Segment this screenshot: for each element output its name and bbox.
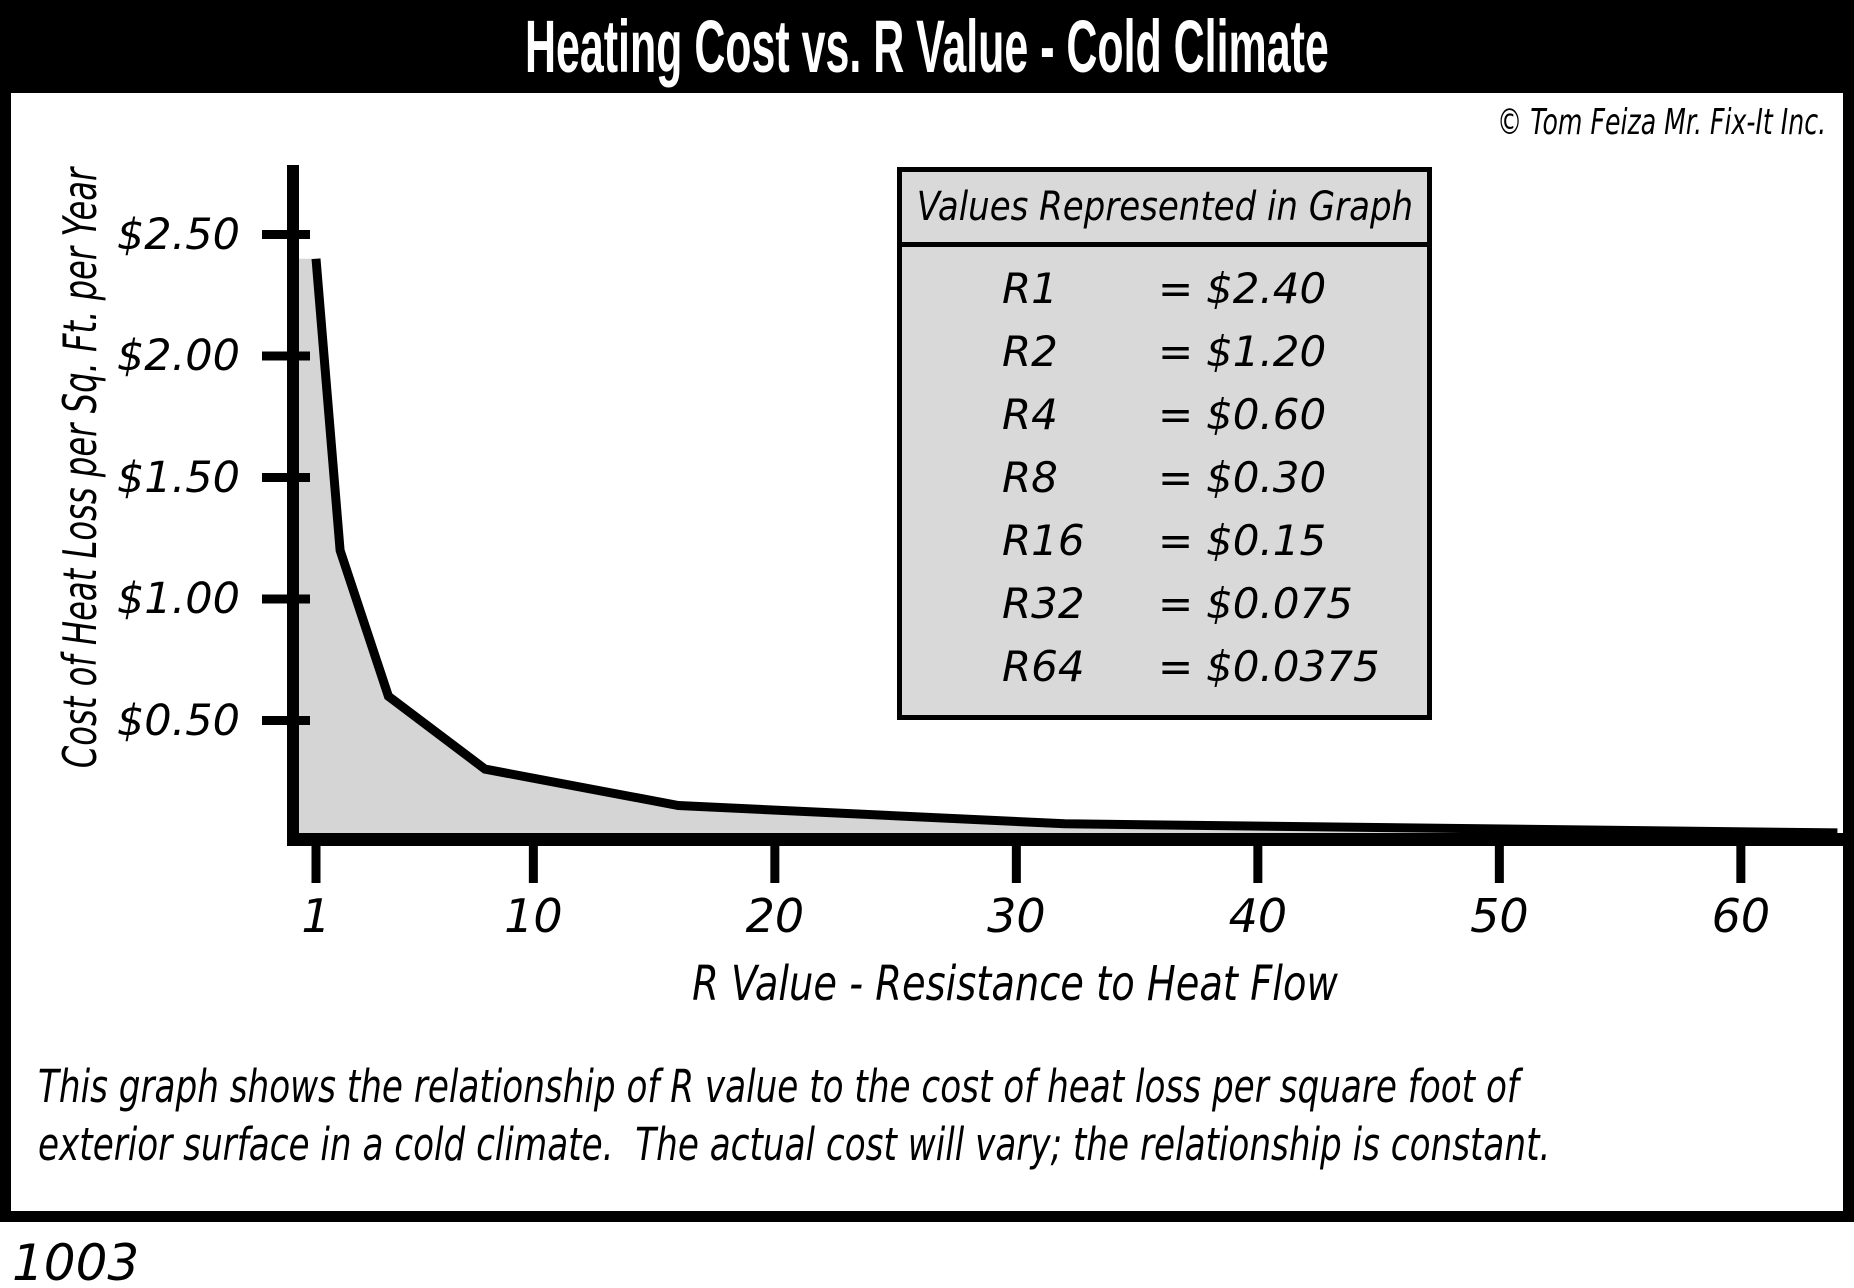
legend-value: $0.15 [1206, 516, 1327, 565]
legend-r-label: R1 [1002, 264, 1058, 313]
legend-row: R8 = $0.30 [902, 446, 1427, 509]
y-tick-label: $2.50 [116, 209, 240, 260]
legend-equals: = [1158, 264, 1194, 313]
x-tick-mark [1736, 846, 1746, 883]
legend-equals: = [1158, 516, 1194, 565]
figure-number: 1003 [12, 1234, 140, 1288]
x-tick-label: 30 [987, 889, 1046, 943]
y-tick-label: $2.00 [116, 331, 240, 381]
x-tick-mark [770, 846, 780, 883]
legend-r-label: R8 [1002, 453, 1058, 502]
y-tick-mark [262, 716, 310, 725]
legend-r-label: R4 [1002, 390, 1058, 439]
y-tick-mark [262, 230, 310, 239]
x-axis-line [287, 833, 1846, 846]
y-tick-mark [262, 351, 310, 361]
legend-equals: = [1158, 579, 1194, 628]
legend-row: R1 = $2.40 [902, 257, 1427, 320]
legend-value: $2.40 [1206, 264, 1327, 313]
y-axis-title: Cost of Heat Loss per Sq. Ft. per Year [53, 167, 107, 769]
legend-value: $1.20 [1206, 327, 1327, 376]
y-tick-label: $1.00 [116, 574, 240, 624]
legend-row: R2 = $1.20 [902, 320, 1427, 383]
legend-r-label: R64 [1002, 642, 1085, 691]
title-bar: Heating Cost vs. R Value - Cold Climate [0, 0, 1854, 93]
legend-row: R32 = $0.075 [902, 572, 1427, 635]
legend-r-label: R16 [1002, 516, 1085, 565]
legend-body: R1 = $2.40 R2 = $1.20 R4 = $0.60 R8 = $0… [902, 247, 1427, 698]
y-axis-line [287, 165, 299, 846]
caption-line-1: This graph shows the relationship of R v… [38, 1060, 1519, 1113]
x-tick-mark [1494, 846, 1504, 883]
x-tick-label: 40 [1228, 889, 1288, 943]
legend-box: Values Represented in Graph R1 = $2.40 R… [897, 167, 1432, 720]
x-tick-label: 20 [745, 889, 805, 943]
legend-equals: = [1158, 453, 1194, 502]
x-tick-mark [1011, 846, 1021, 883]
legend-equals: = [1158, 327, 1194, 376]
legend-value: $0.0375 [1206, 642, 1380, 691]
legend-equals: = [1158, 390, 1194, 439]
legend-value: $0.60 [1206, 390, 1327, 439]
y-tick-label: $1.50 [116, 452, 240, 503]
caption: This graph shows the relationship of R v… [38, 1058, 1550, 1174]
legend-row: R64 = $0.0375 [902, 635, 1427, 698]
legend-value: $0.30 [1206, 453, 1327, 502]
area-fill [298, 258, 1846, 842]
cost-curve [311, 258, 1838, 838]
legend-r-label: R32 [1002, 579, 1085, 628]
legend-equals: = [1158, 642, 1194, 691]
legend-r-label: R2 [1002, 327, 1058, 376]
legend-header: Values Represented in Graph [902, 172, 1427, 247]
legend-row: R4 = $0.60 [902, 383, 1427, 446]
y-tick-mark [262, 594, 310, 604]
legend-row: R16 = $0.15 [902, 509, 1427, 572]
y-tick-label: $0.50 [116, 695, 240, 746]
x-axis-title: R Value - Resistance to Heat Flow [692, 956, 1338, 1012]
x-tick-mark [528, 846, 538, 883]
copyright-text: © Tom Feiza Mr. Fix-It Inc. [1496, 102, 1826, 143]
x-tick-label: 50 [1470, 889, 1529, 943]
x-tick-label: 10 [504, 889, 563, 943]
legend-value: $0.075 [1206, 579, 1353, 628]
chart-title: Heating Cost vs. R Value - Cold Climate [525, 5, 1329, 88]
tick-marks [262, 230, 1746, 883]
x-tick-label: 60 [1711, 889, 1771, 943]
caption-line-2: exterior surface in a cold climate. The … [38, 1118, 1551, 1171]
legend-title: Values Represented in Graph [916, 184, 1413, 230]
y-tick-mark [262, 473, 310, 482]
x-tick-label: 1 [301, 889, 331, 943]
x-tick-mark [311, 846, 321, 883]
x-tick-mark [1253, 846, 1263, 883]
